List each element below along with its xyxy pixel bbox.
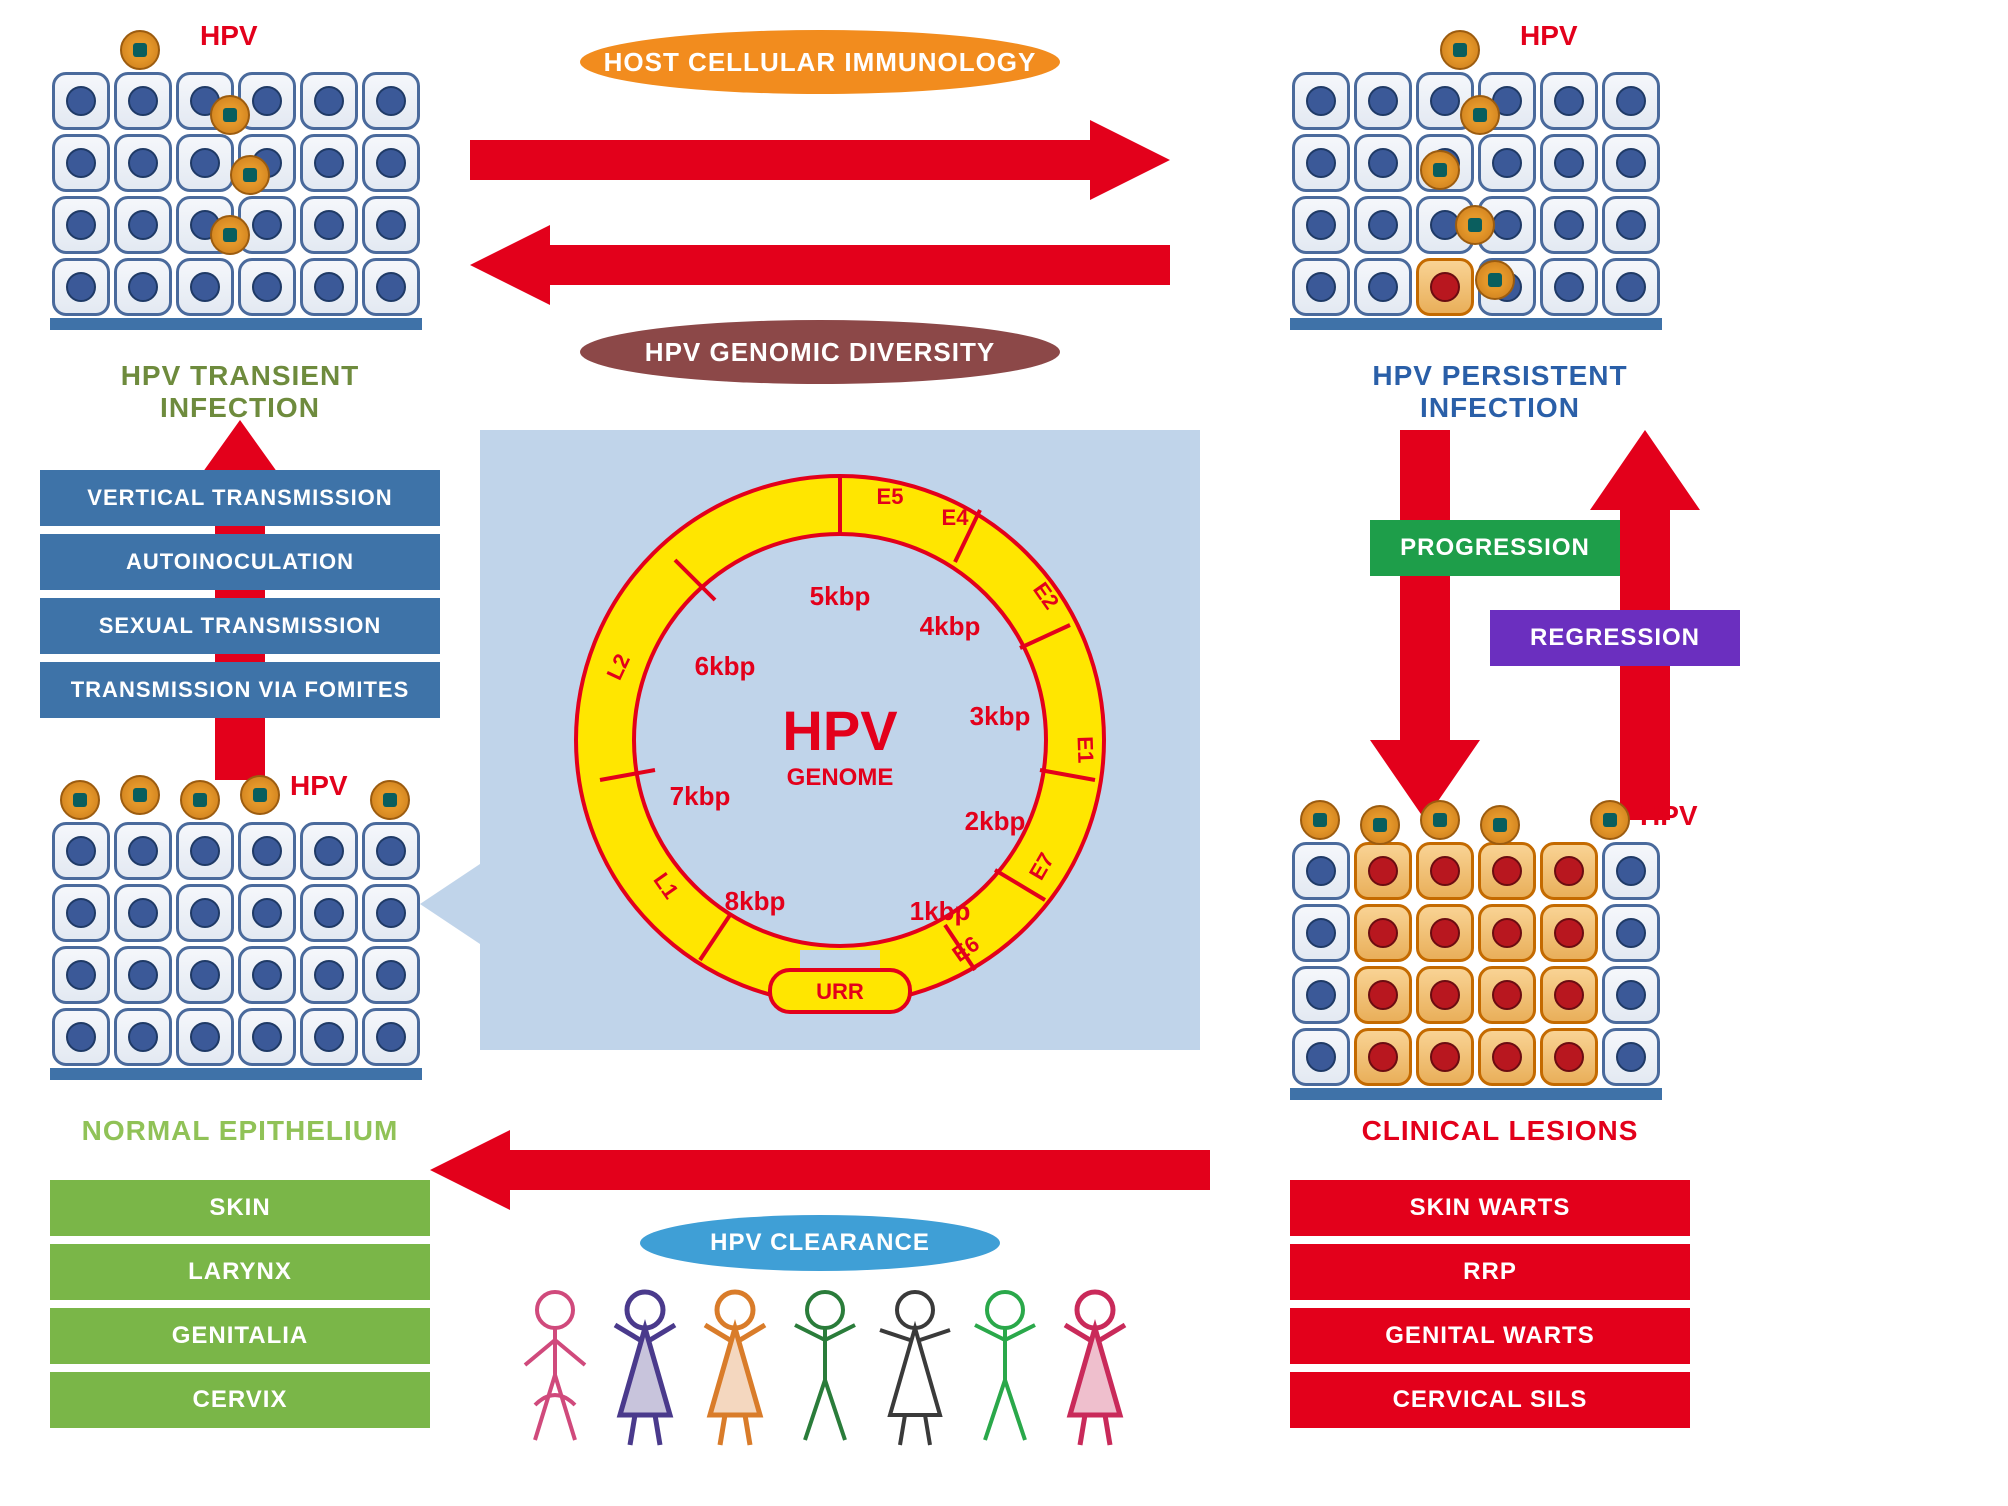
virion-icon	[240, 775, 280, 815]
transmission-item: TRANSMISSION VIA FOMITES	[40, 662, 440, 718]
virion-icon	[1480, 805, 1520, 845]
svg-text:5kbp: 5kbp	[810, 581, 871, 611]
normal-site-item: GENITALIA	[50, 1308, 430, 1364]
virion-icon	[1460, 95, 1500, 135]
lesion-type-item: CERVICAL SILS	[1290, 1372, 1690, 1428]
normal-title: NORMAL EPITHELIUM	[70, 1115, 410, 1147]
transmission-item: VERTICAL TRANSMISSION	[40, 470, 440, 526]
stick-figure-icon	[600, 1285, 690, 1455]
svg-text:6kbp: 6kbp	[695, 651, 756, 681]
lesion-cells	[1290, 840, 1662, 1100]
virion-icon	[120, 775, 160, 815]
normal-cells	[50, 820, 422, 1080]
hpv-label-br: HPV	[1640, 800, 1698, 832]
virion-icon	[60, 780, 100, 820]
persistent-title: HPV PERSISTENT INFECTION	[1290, 360, 1710, 424]
transient-title: HPV TRANSIENT INFECTION	[50, 360, 430, 424]
stick-figure-icon	[780, 1285, 870, 1455]
lesion-types-list: SKIN WARTS RRP GENITAL WARTS CERVICAL SI…	[1290, 1180, 1690, 1436]
virion-icon	[1475, 260, 1515, 300]
genome-panel: URR E5 E4 E2 E1 E7 E6 L1 L2 1kbp 2kbp	[480, 430, 1200, 1050]
virion-icon	[1300, 800, 1340, 840]
svg-text:7kbp: 7kbp	[670, 781, 731, 811]
hpv-label-tl: HPV	[200, 20, 258, 52]
genome-center-sub: GENOME	[787, 764, 894, 791]
clearance-ellipse: HPV CLEARANCE	[640, 1215, 1000, 1271]
arrow-top-left	[470, 215, 1170, 305]
virion-icon	[1590, 800, 1630, 840]
host-immunology-text: HOST CELLULAR IMMUNOLOGY	[604, 47, 1037, 78]
genomic-diversity-text: HPV GENOMIC DIVERSITY	[645, 337, 995, 368]
svg-text:E4: E4	[942, 505, 970, 530]
host-immunology-ellipse: HOST CELLULAR IMMUNOLOGY	[580, 30, 1060, 94]
lesion-type-item: SKIN WARTS	[1290, 1180, 1690, 1236]
svg-text:8kbp: 8kbp	[725, 886, 786, 916]
virion-icon	[230, 155, 270, 195]
stick-figure-icon	[510, 1285, 600, 1455]
children-figures	[510, 1285, 1140, 1455]
virion-icon	[1420, 150, 1460, 190]
svg-text:E1: E1	[1073, 736, 1099, 764]
stick-figure-icon	[960, 1285, 1050, 1455]
arrow-progression-down	[1370, 430, 1480, 820]
svg-text:E5: E5	[877, 484, 904, 509]
virion-icon	[370, 780, 410, 820]
lesions-title: CLINICAL LESIONS	[1340, 1115, 1660, 1147]
genome-ring-icon: URR E5 E4 E2 E1 E7 E6 L1 L2 1kbp 2kbp	[550, 450, 1130, 1030]
svg-text:4kbp: 4kbp	[920, 611, 981, 641]
stick-figure-icon	[870, 1285, 960, 1455]
svg-text:3kbp: 3kbp	[970, 701, 1031, 731]
virion-icon	[180, 780, 220, 820]
stick-figure-icon	[1050, 1285, 1140, 1455]
regression-label: REGRESSION	[1490, 610, 1740, 666]
normal-site-item: CERVIX	[50, 1372, 430, 1428]
svg-text:2kbp: 2kbp	[965, 806, 1026, 836]
virion-icon	[120, 30, 160, 70]
regression-text: REGRESSION	[1530, 624, 1700, 652]
gene-urr: URR	[816, 979, 864, 1004]
progression-label: PROGRESSION	[1370, 520, 1620, 576]
virion-icon	[1360, 805, 1400, 845]
genome-center-label: HPV	[782, 699, 897, 762]
hpv-label-tr: HPV	[1520, 20, 1578, 52]
transmission-list: VERTICAL TRANSMISSION AUTOINOCULATION SE…	[40, 470, 440, 726]
transmission-item: AUTOINOCULATION	[40, 534, 440, 590]
virion-icon	[1455, 205, 1495, 245]
clearance-text: HPV CLEARANCE	[710, 1229, 930, 1257]
virion-icon	[210, 215, 250, 255]
genomic-diversity-ellipse: HPV GENOMIC DIVERSITY	[580, 320, 1060, 384]
transmission-item: SEXUAL TRANSMISSION	[40, 598, 440, 654]
virion-icon	[1420, 800, 1460, 840]
normal-site-item: SKIN	[50, 1180, 430, 1236]
stick-figure-icon	[690, 1285, 780, 1455]
virion-icon	[210, 95, 250, 135]
hpv-label-ml: HPV	[290, 770, 348, 802]
arrow-top-right	[470, 110, 1170, 200]
lesion-type-item: GENITAL WARTS	[1290, 1308, 1690, 1364]
svg-text:1kbp: 1kbp	[910, 896, 971, 926]
lesion-type-item: RRP	[1290, 1244, 1690, 1300]
normal-site-item: LARYNX	[50, 1244, 430, 1300]
progression-text: PROGRESSION	[1400, 534, 1590, 562]
normal-sites-list: SKIN LARYNX GENITALIA CERVIX	[50, 1180, 430, 1436]
arrow-clearance-left	[430, 1120, 1210, 1210]
virion-icon	[1440, 30, 1480, 70]
